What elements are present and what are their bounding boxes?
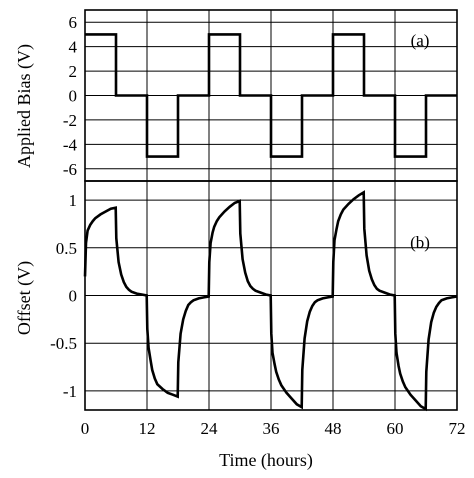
panel-a-applied-bias: 6 4 2 0 -2 -4 -6 [63, 9, 458, 182]
x-tick-label: 0 [81, 419, 90, 438]
y-tick-label: 4 [69, 38, 78, 57]
x-axis-label: Time (hours) [219, 450, 313, 471]
series-line [83, 190, 458, 412]
y-tick-label: -1 [63, 382, 77, 401]
y-tick-label: 1 [69, 191, 78, 210]
y-tick-label: -2 [63, 111, 77, 130]
panel-a-ylabel: Applied Bias (V) [14, 44, 35, 168]
y-tick-label: 0 [69, 287, 78, 306]
y-tick-label: 6 [69, 13, 78, 32]
x-tick-label: 72 [449, 419, 466, 438]
y-tick-label: 0 [69, 87, 78, 106]
y-tick-label: 0.5 [56, 239, 77, 258]
x-tick-label: 24 [201, 419, 219, 438]
x-tick-label: 36 [263, 419, 280, 438]
y-tick-label: 2 [69, 62, 78, 81]
series-line [85, 33, 457, 158]
panel-b-tag: (b) [410, 233, 430, 252]
x-tick-label: 48 [325, 419, 342, 438]
y-tick-label: -6 [63, 160, 77, 179]
panel-b-ylabel: Offset (V) [14, 261, 35, 335]
y-tick-label: -0.5 [50, 334, 77, 353]
panel-a-tag: (a) [411, 31, 430, 50]
x-tick-label: 12 [139, 419, 156, 438]
x-tick-label: 60 [387, 419, 404, 438]
y-tick-label: -4 [63, 135, 78, 154]
plot-frame [84, 180, 458, 411]
panel-b-offset: 10.50-0.5-10 12 24 36 48 60 72 [50, 180, 466, 438]
